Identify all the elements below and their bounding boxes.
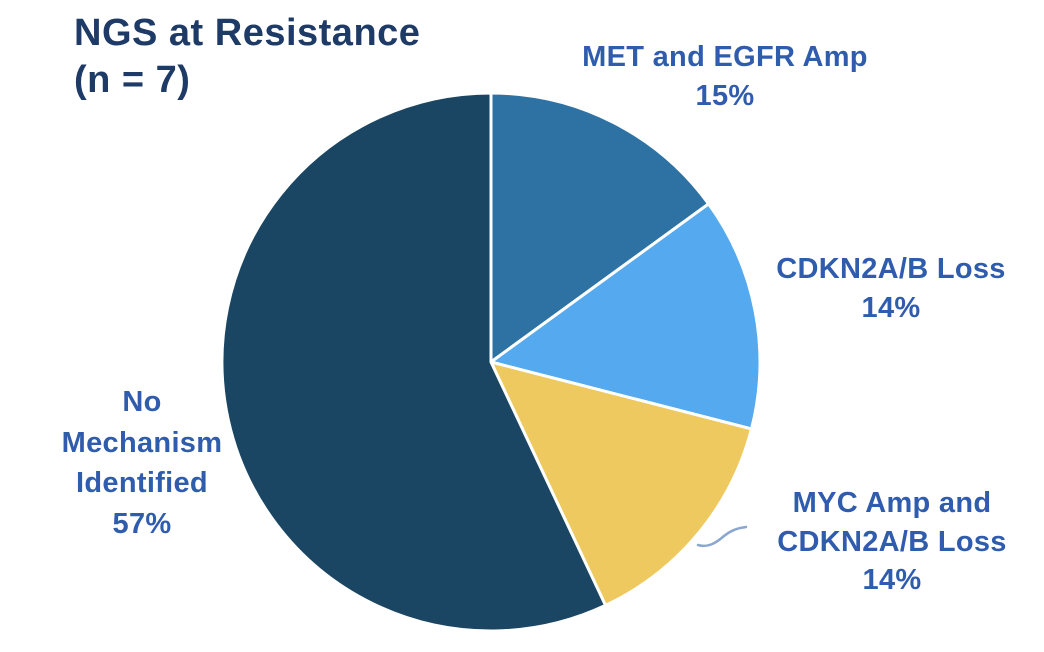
chart-title-line2: (n = 7) (74, 59, 191, 102)
pie-slice-0 (489, 91, 711, 364)
label-no-mechanism-identified: No Mechanism Identified 57% (30, 382, 254, 544)
label-myc-amp-pct: 14% (862, 564, 922, 597)
label-cdkn2ab-loss: CDKN2A/B Loss 14% (738, 250, 1044, 327)
label-met-egfr-amp: MET and EGFR Amp 15% (518, 38, 932, 115)
pie-slices (220, 91, 762, 633)
pie-slice-1 (489, 202, 762, 431)
label-met-egfr-amp-pct: 15% (695, 79, 755, 112)
label-met-egfr-amp-text: MET and EGFR Amp (582, 41, 868, 73)
label-no-mechanism-line2: Mechanism (61, 426, 223, 459)
label-no-mechanism-line1: No (122, 386, 162, 418)
label-myc-amp-line1: MYC Amp and (792, 487, 992, 519)
chart-title-line1: NGS at Resistance (74, 12, 421, 54)
pie-slice-3 (220, 91, 607, 633)
pie-slice-2 (489, 360, 753, 607)
label-myc-amp-line2: CDKN2A/B Loss (777, 525, 1007, 558)
label-cdkn2ab-loss-pct: 14% (861, 291, 921, 324)
label-myc-amp-cdkn2ab-loss: MYC Amp and CDKN2A/B Loss 14% (742, 484, 1042, 600)
chart-title: NGS at Resistance (n = 7) (74, 10, 514, 104)
label-no-mechanism-pct: 57% (112, 507, 172, 540)
label-cdkn2ab-loss-text: CDKN2A/B Loss (776, 253, 1006, 285)
label-no-mechanism-line3: Identified (76, 467, 208, 500)
callout-leader-line (696, 525, 748, 548)
